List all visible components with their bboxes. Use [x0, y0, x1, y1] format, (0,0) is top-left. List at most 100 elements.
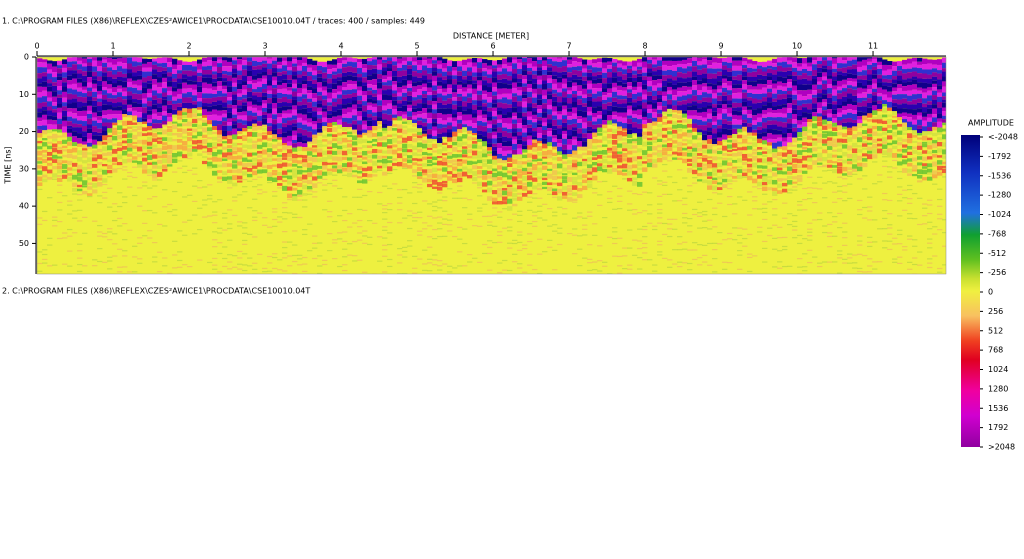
radargram-band [177, 94, 183, 99]
radargram-band [157, 140, 163, 144]
radargram-band [132, 57, 138, 62]
radargram-band [587, 100, 593, 107]
radargram-band [52, 105, 58, 110]
radargram-band [662, 64, 668, 71]
radargram-band [807, 84, 813, 90]
radargram-band [132, 122, 138, 125]
radargram-band [787, 75, 793, 80]
radargram-band [207, 93, 213, 99]
radargram-band [807, 198, 813, 200]
radargram-band [152, 170, 158, 174]
radargram-band [302, 62, 308, 66]
radargram-band [617, 195, 623, 197]
radargram-band [257, 61, 263, 66]
radargram-band [252, 57, 258, 61]
radargram-band [172, 138, 178, 142]
radargram-band [202, 93, 208, 99]
radargram-band [687, 225, 693, 227]
radargram-band [67, 228, 73, 231]
radargram-band [642, 57, 648, 62]
radargram-band [177, 266, 183, 268]
radargram-band [227, 163, 233, 167]
radargram-band [337, 68, 343, 74]
radargram-band [267, 131, 273, 135]
radargram-band [37, 125, 43, 130]
radargram-band [752, 115, 758, 121]
radargram-band [672, 64, 678, 71]
radargram-band [242, 69, 248, 76]
radargram-band [502, 68, 508, 75]
radargram-band [762, 128, 768, 133]
radargram-band [552, 61, 558, 66]
radargram-band [767, 80, 773, 86]
radargram-band [752, 109, 758, 116]
radargram-band [292, 216, 298, 219]
radargram-band [807, 119, 813, 122]
radargram-band [207, 69, 213, 75]
radargram-band [737, 234, 743, 236]
radargram-band [757, 208, 763, 210]
radargram-band [102, 126, 108, 131]
radargram-band [307, 137, 313, 142]
radargram-band [522, 116, 528, 120]
radargram-band [342, 156, 348, 160]
radargram-band [562, 134, 568, 139]
radargram-band [292, 126, 298, 131]
radargram-band [677, 169, 683, 171]
radargram-band [417, 148, 423, 153]
radargram-band [782, 182, 788, 187]
radargram-band [162, 158, 168, 164]
radargram-band [412, 162, 418, 166]
radargram-band [352, 260, 358, 262]
radargram-band [547, 109, 553, 115]
radargram-band [252, 123, 258, 127]
radargram-band [727, 57, 733, 63]
radargram-band [57, 140, 63, 145]
radargram-band [687, 58, 693, 64]
radargram-band [492, 71, 498, 78]
radargram-band [282, 145, 288, 151]
radargram-band [262, 92, 268, 97]
radargram-band [727, 81, 733, 86]
radargram-band [632, 122, 638, 128]
radargram-band [672, 57, 678, 61]
radargram-band [62, 110, 68, 117]
radargram-band [542, 95, 548, 99]
radargram-band [372, 59, 378, 66]
radargram-band [332, 239, 338, 241]
radargram-band [67, 250, 73, 252]
radargram-band [307, 102, 313, 108]
radargram-band [527, 159, 533, 163]
radargram-band [77, 172, 83, 177]
radargram-band [547, 57, 553, 60]
radargram-band [262, 169, 268, 174]
radargram-band [497, 102, 503, 108]
radargram-band [367, 65, 373, 70]
radargram-band [357, 134, 363, 138]
radargram-band [657, 217, 663, 219]
radargram-band [417, 103, 423, 109]
radargram-band [477, 68, 483, 73]
radargram-band [647, 109, 653, 114]
radargram-band [582, 168, 588, 174]
radargram-band [472, 100, 478, 105]
radargram-band [257, 92, 263, 98]
radargram-band [482, 110, 488, 115]
radargram-band [82, 144, 88, 149]
radargram-band [632, 74, 638, 79]
radargram-band [537, 94, 543, 100]
radargram-band [317, 100, 323, 104]
radargram-band [787, 67, 793, 71]
radargram-band [777, 170, 783, 175]
radargram-band [347, 143, 353, 148]
radargram-band [612, 128, 618, 134]
radargram-band [687, 269, 693, 271]
radargram-band [262, 127, 268, 131]
radargram-band [687, 98, 693, 104]
radargram-band [542, 60, 548, 67]
radargram-band [267, 123, 273, 127]
radargram-band [412, 115, 418, 120]
radargram-band [272, 256, 278, 259]
radargram-band [732, 84, 738, 89]
radargram-band [227, 66, 233, 72]
